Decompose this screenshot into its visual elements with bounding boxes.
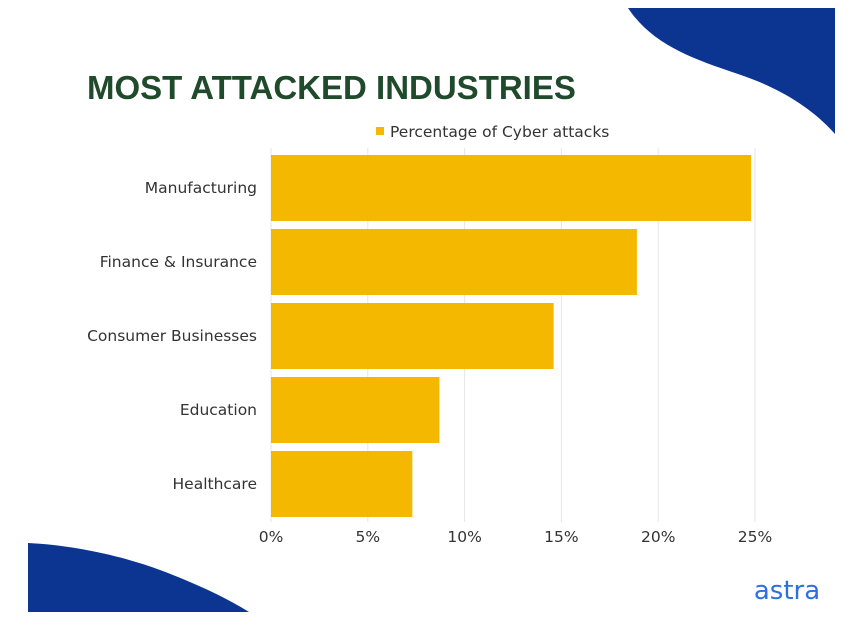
x-tick-label: 15% — [544, 528, 578, 546]
bar — [271, 229, 637, 295]
chart-legend: Percentage of Cyber attacks — [376, 123, 609, 141]
bar — [271, 155, 752, 221]
legend-swatch — [376, 127, 384, 135]
bars — [271, 155, 752, 517]
bar — [271, 303, 554, 369]
category-label: Manufacturing — [145, 179, 257, 197]
chart-title: MOST ATTACKED INDUSTRIES — [87, 69, 576, 106]
x-axis-tick-labels: 0% 5% 10% 15% 20% 25% — [259, 528, 773, 546]
category-labels: Manufacturing Finance & Insurance Consumer… — [87, 179, 257, 493]
bottom-left-wave-decoration — [28, 543, 249, 612]
x-tick-label: 20% — [641, 528, 675, 546]
x-tick-label: 10% — [447, 528, 481, 546]
bar — [271, 451, 413, 517]
astra-logo: astra — [754, 576, 820, 606]
category-label: Consumer Businesses — [87, 327, 257, 345]
x-tick-label: 5% — [356, 528, 381, 546]
category-label: Healthcare — [173, 475, 258, 493]
category-label: Education — [180, 401, 257, 419]
x-tick-label: 0% — [259, 528, 284, 546]
x-tick-label: 25% — [738, 528, 772, 546]
top-right-wave-decoration — [628, 8, 835, 134]
category-label: Finance & Insurance — [100, 253, 257, 271]
bar — [271, 377, 440, 443]
legend-label: Percentage of Cyber attacks — [390, 123, 609, 141]
